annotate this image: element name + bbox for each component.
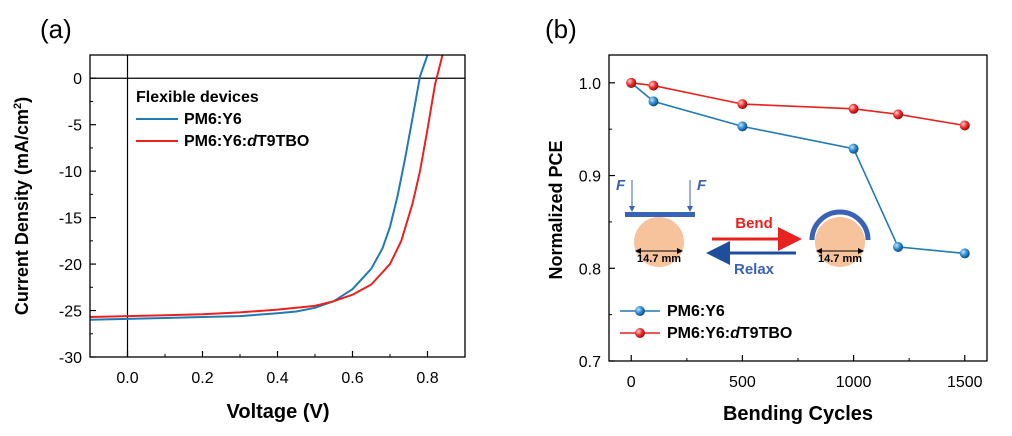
x-tick-label: 1000 <box>836 374 872 391</box>
y-tick-label: -20 <box>59 257 82 274</box>
legend: PM6:Y6 PM6:Y6:dT9TBO <box>620 303 792 342</box>
diameter-label-right: 14.7 mm <box>818 253 862 265</box>
x-tick-label: 1500 <box>947 374 983 391</box>
data-point <box>848 103 859 114</box>
panel-a-label: (a) <box>40 14 72 44</box>
panel-a: (a) 0 -5 -10 -15 -20 -25 -30 0.0 0.2 0.4 0.6 0.8 V… <box>12 14 466 423</box>
legend-marker <box>635 328 645 338</box>
diameter-label-left: 14.7 mm <box>637 253 681 265</box>
x-axis-label: Bending Cycles <box>723 403 873 425</box>
data-point <box>959 120 970 131</box>
legend-title: Flexible devices <box>136 89 259 106</box>
panel-b-label: (b) <box>545 14 577 44</box>
force-label-right: F <box>697 177 707 194</box>
y-axis-ticks: 0.7 0.8 0.9 1.0 <box>579 76 615 371</box>
panel-b: (b) 0.7 0.8 0.9 1.0 0 500 1000 1500 Bending Cy… <box>545 14 988 425</box>
y-tick-label: -15 <box>59 211 82 228</box>
x-tick-label: 0.0 <box>116 370 138 387</box>
x-tick-label: 0 <box>627 374 636 391</box>
legend-marker <box>635 306 645 316</box>
x-axis-ticks: 0 500 1000 1500 <box>627 355 983 391</box>
y-tick-label: 0 <box>73 71 82 88</box>
force-label-left: F <box>616 177 626 194</box>
flat-substrate <box>625 212 695 217</box>
y-tick-label: -5 <box>68 118 82 135</box>
series-line <box>631 82 965 127</box>
y-tick-label: -10 <box>59 164 82 181</box>
y-tick-label: -25 <box>59 304 82 321</box>
x-axis-label: Voltage (V) <box>227 401 330 423</box>
data-point <box>737 121 748 132</box>
x-tick-label: 0.2 <box>191 370 213 387</box>
y-tick-label: 0.7 <box>579 354 601 371</box>
bending-schematic: F F 14.7 mm Bend Relax 14.7 mm <box>616 177 871 278</box>
legend-label: PM6:Y6 <box>667 303 725 320</box>
y-tick-label: 1.0 <box>579 76 601 93</box>
y-tick-label: 0.9 <box>579 169 601 186</box>
data-point <box>959 248 970 259</box>
zero-lines <box>90 55 465 357</box>
x-tick-label: 0.6 <box>341 370 363 387</box>
data-point <box>737 99 748 110</box>
data-point <box>848 143 859 154</box>
data-point <box>648 80 659 91</box>
bend-label: Bend <box>735 215 773 232</box>
series-line <box>630 82 965 255</box>
series-pm6-y6-dt9tbo <box>626 77 970 131</box>
x-tick-label: 0.8 <box>416 370 438 387</box>
data-point <box>893 241 904 252</box>
y-axis-label: Normalized PCE <box>546 140 566 279</box>
legend-label: PM6:Y6:dT9TBO <box>184 133 309 150</box>
y-tick-label: 0.8 <box>579 261 601 278</box>
rod-left <box>634 217 684 267</box>
jv-curve-pm6-y6 <box>89 54 429 321</box>
rod-right <box>815 217 865 267</box>
x-tick-label: 0.4 <box>266 370 288 387</box>
data-point <box>626 77 637 88</box>
legend-label: PM6:Y6:dT9TBO <box>667 325 792 342</box>
y-axis-label: Current Density (mA/cm2) <box>12 97 32 315</box>
legend: Flexible devices PM6:Y6 PM6:Y6:dT9TBO <box>136 89 309 150</box>
x-tick-label: 500 <box>729 374 756 391</box>
legend-label: PM6:Y6 <box>184 111 242 128</box>
jv-curves <box>89 54 444 321</box>
bent-substrate <box>809 209 871 241</box>
relax-label: Relax <box>734 261 775 278</box>
x-axis-ticks: 0.0 0.2 0.4 0.6 0.8 <box>89 351 466 387</box>
pce-series <box>626 77 970 259</box>
data-point <box>648 96 659 107</box>
y-tick-label: -30 <box>59 350 82 367</box>
y-axis-ticks: 0 -5 -10 -15 -20 -25 -30 <box>59 71 96 367</box>
series-pm6-y6 <box>626 77 970 259</box>
jv-curve-pm6-y6-dt9tbo <box>89 54 444 318</box>
data-point <box>893 109 904 120</box>
plot-frame <box>608 54 988 362</box>
